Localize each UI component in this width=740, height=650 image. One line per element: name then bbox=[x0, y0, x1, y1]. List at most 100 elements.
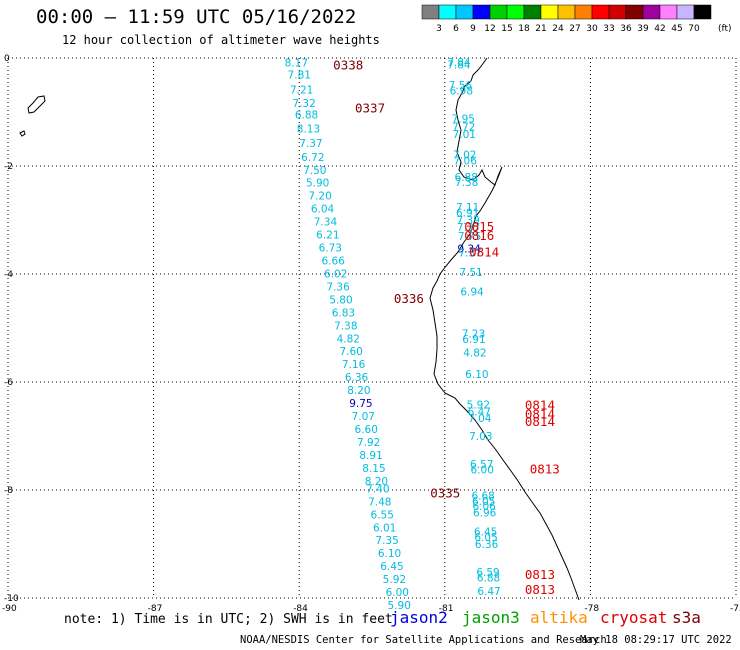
colorbar-label: 33 bbox=[603, 24, 614, 34]
generated-timestamp: May 18 08:29:17 UTC 2022 bbox=[580, 634, 732, 646]
footnote: note: 1) Time is in UTC; 2) SWH is in fe… bbox=[64, 612, 393, 627]
x-tick-label: -84 bbox=[293, 604, 308, 614]
swh-value: 7.56 bbox=[449, 80, 473, 92]
south-america-coastline bbox=[429, 57, 580, 601]
swh-value: 6.45 bbox=[380, 561, 403, 573]
galapagos-island bbox=[27, 95, 46, 114]
swh-value: 5.90 bbox=[388, 600, 411, 612]
pass-time-label: 0813 bbox=[530, 461, 560, 476]
pass-time-label: 0814 bbox=[525, 414, 555, 429]
swh-value: 6.10 bbox=[465, 369, 488, 381]
pass-time-label: 0814 bbox=[525, 398, 555, 413]
colorbar-legend: 3 6 9 12 15 18 21 24 27 30 33 36 39 42 45 70 (ft) bbox=[421, 4, 732, 34]
x-tick-label: -78 bbox=[584, 604, 599, 614]
swh-value: 6.91 bbox=[462, 334, 485, 346]
swh-value: 9.34 bbox=[457, 244, 481, 256]
swh-value: 7.20 bbox=[308, 191, 331, 203]
satellite-label-cryosat: cryosat bbox=[600, 608, 668, 627]
y-tick-label: -8 bbox=[4, 486, 13, 496]
pass-time-label: 0335 bbox=[430, 486, 460, 501]
swh-value: 5.92 bbox=[383, 574, 406, 586]
satellite-label-s3a: s3a bbox=[672, 608, 701, 627]
y-tick-label: -4 bbox=[4, 270, 13, 280]
map-subtitle: 12 hour collection of altimeter wave hei… bbox=[62, 33, 380, 47]
swh-value: 6.01 bbox=[373, 522, 396, 534]
x-tick-label: -87 bbox=[148, 604, 163, 614]
lat-lon-grid bbox=[7, 57, 737, 599]
galapagos-islet bbox=[19, 130, 26, 137]
swh-value: 6.91 bbox=[456, 207, 479, 219]
swh-value: 6.05 bbox=[472, 496, 495, 508]
swh-value: 6.36 bbox=[345, 372, 369, 384]
swh-value: 6.96 bbox=[473, 508, 497, 520]
colorbar-unit: (ft) bbox=[718, 24, 732, 34]
pass-time-label: 0814 bbox=[525, 406, 555, 421]
swh-value: 7.02 bbox=[453, 150, 476, 162]
y-tick-label: 0 bbox=[4, 54, 10, 64]
x-tick-label: -81 bbox=[439, 604, 454, 614]
colorbar-label: 15 bbox=[501, 24, 512, 34]
y-tick-label: -10 bbox=[4, 594, 19, 604]
x-tick-label: -90 bbox=[2, 604, 17, 614]
swh-value: 6.00 bbox=[471, 464, 494, 476]
colorbar-label: 70 bbox=[688, 24, 700, 34]
swh-value: 8.17 bbox=[285, 57, 308, 69]
swh-value: 6.83 bbox=[332, 307, 355, 319]
swh-value: 6.57 bbox=[470, 459, 493, 471]
satellite-label-jason3: jason3 bbox=[462, 608, 520, 627]
swh-value: 6.72 bbox=[301, 152, 324, 164]
swh-value: 6.47 bbox=[477, 586, 500, 598]
swh-value: 7.32 bbox=[292, 98, 315, 110]
swh-value: 6.60 bbox=[355, 424, 378, 436]
x-tick-label: -75 bbox=[730, 604, 740, 614]
swh-value: 7.72 bbox=[452, 122, 475, 134]
swh-value: 6.98 bbox=[450, 85, 473, 97]
swh-value: 8.20 bbox=[347, 385, 370, 397]
swh-value: 6.66 bbox=[322, 256, 346, 268]
swh-value: 7.95 bbox=[452, 113, 475, 125]
colorbar-label: 3 bbox=[436, 24, 442, 34]
swh-value: 6.94 bbox=[460, 286, 484, 298]
swh-value: 7.51 bbox=[459, 267, 482, 279]
colorbar-label: 24 bbox=[552, 24, 564, 34]
colorbar-label: 36 bbox=[620, 24, 632, 34]
map-title: 00:00 – 11:59 UTC 05/16/2022 bbox=[36, 6, 357, 28]
swh-value: 7.37 bbox=[299, 138, 322, 150]
y-tick-label: -2 bbox=[4, 162, 13, 172]
swh-value: 6.88 bbox=[295, 110, 318, 122]
pass-time-label: 0338 bbox=[333, 57, 363, 72]
swh-labels: 8.177.817.217.326.888.137.376.727.505.90… bbox=[285, 57, 560, 612]
swh-value: 8.15 bbox=[362, 463, 385, 475]
swh-value: 7.07 bbox=[352, 411, 375, 423]
swh-value: 6.88 bbox=[455, 172, 478, 184]
swh-value: 7.84 bbox=[447, 57, 471, 69]
colorbar-swatch bbox=[693, 4, 712, 20]
swh-value: 6.00 bbox=[386, 587, 409, 599]
swh-value: 6.68 bbox=[471, 490, 494, 502]
satellite-label-altika: altika bbox=[530, 608, 588, 627]
swh-value: 7.35 bbox=[375, 535, 398, 547]
swh-value: 6.10 bbox=[378, 548, 401, 560]
coastline bbox=[19, 57, 580, 601]
axis-tick-labels: -90 -87 -84 -81 -78 -75 0 -2 -4 -6 -8 -10 bbox=[2, 54, 740, 614]
swh-value: 6.21 bbox=[316, 230, 339, 242]
swh-value: 7.21 bbox=[290, 84, 313, 96]
swh-value: 7.40 bbox=[366, 483, 389, 495]
swh-value: 7.11 bbox=[456, 202, 479, 214]
pass-time-label: 0815 bbox=[464, 219, 494, 234]
swh-value: 7.75 bbox=[458, 231, 481, 243]
swh-value: 8.13 bbox=[297, 124, 320, 136]
pass-time-label: 0337 bbox=[355, 101, 385, 116]
swh-value: 7.03 bbox=[469, 431, 492, 443]
pass-time-label: 0814 bbox=[469, 244, 499, 259]
swh-value: 9.75 bbox=[349, 398, 372, 410]
colorbar-label: 6 bbox=[453, 24, 459, 34]
swh-value: 6.45 bbox=[474, 527, 497, 539]
swh-value: 5.92 bbox=[467, 400, 490, 412]
credit-line: NOAA/NESDIS Center for Satellite Applica… bbox=[240, 634, 607, 646]
swh-value: 6.36 bbox=[475, 539, 499, 551]
swh-value: 6.47 bbox=[468, 407, 491, 419]
swh-value: 7.81 bbox=[288, 70, 311, 82]
swh-value: 8.91 bbox=[359, 450, 382, 462]
